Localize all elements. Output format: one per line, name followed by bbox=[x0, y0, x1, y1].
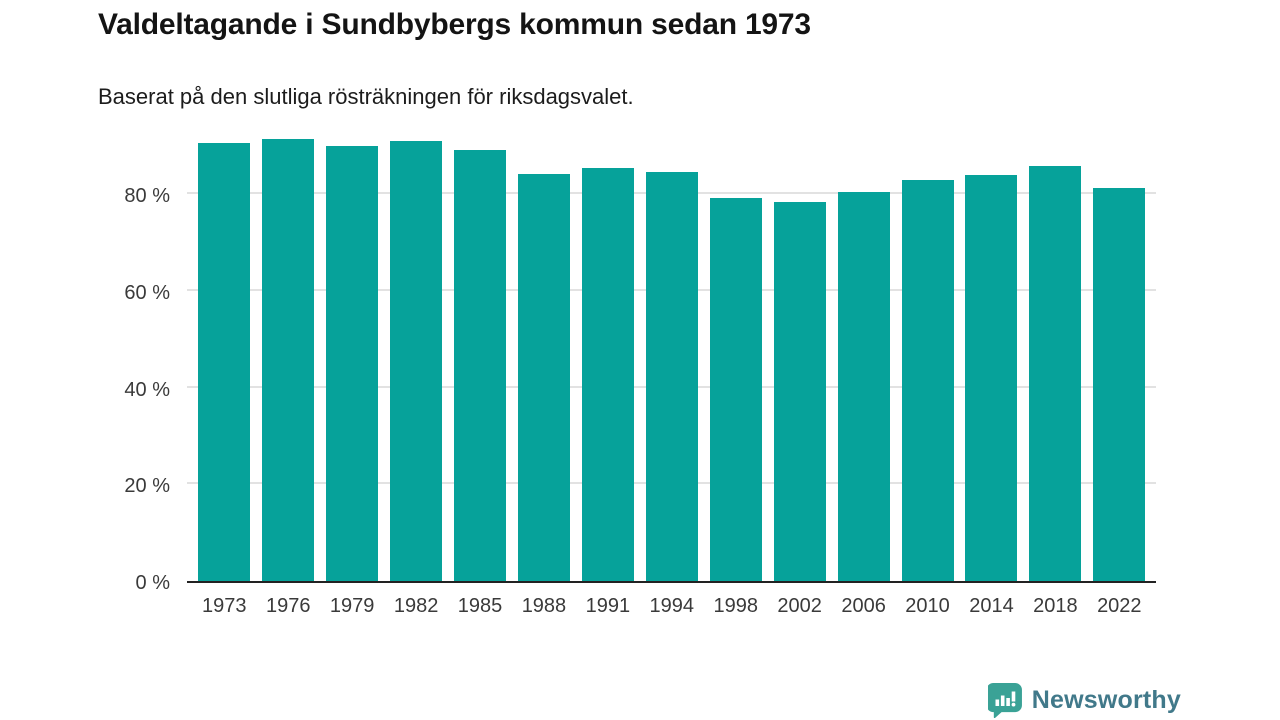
y-tick-label-60: 60 % bbox=[124, 282, 170, 305]
bar-1988 bbox=[517, 173, 570, 581]
x-tick-label-1994: 1994 bbox=[649, 595, 695, 617]
bar-2010 bbox=[901, 180, 954, 581]
bar-2022 bbox=[1093, 188, 1146, 581]
x-tick-label-2022: 2022 bbox=[1097, 595, 1142, 617]
x-tick-label-2010: 2010 bbox=[905, 595, 950, 617]
bar-1982 bbox=[390, 141, 443, 581]
newsworthy-speech-bubble-bar-chart-icon bbox=[987, 683, 1022, 718]
x-tick-label-1973: 1973 bbox=[202, 595, 247, 617]
x-tick-label-1976: 1976 bbox=[265, 595, 311, 617]
y-tick-label-20: 20 % bbox=[124, 475, 170, 498]
x-tick-label-2002: 2002 bbox=[777, 595, 822, 617]
brand-name: Newsworthy bbox=[1031, 686, 1181, 714]
y-tick-label-40: 40 % bbox=[124, 378, 170, 401]
bar-1973 bbox=[198, 142, 251, 581]
bar-2002 bbox=[773, 201, 826, 581]
bar-1979 bbox=[326, 146, 379, 581]
x-tick-label-1985: 1985 bbox=[457, 595, 503, 617]
x-tick-label-2018: 2018 bbox=[1033, 595, 1078, 617]
x-tick-label-2014: 2014 bbox=[969, 595, 1014, 617]
x-tick-label-1979: 1979 bbox=[329, 595, 375, 617]
x-tick-label-1988: 1988 bbox=[521, 595, 567, 617]
x-tick-label-2006: 2006 bbox=[841, 595, 886, 617]
chart-subtitle: Baserat på den slutliga rösträkningen fö… bbox=[98, 84, 634, 109]
newsworthy-branding: Newsworthy bbox=[987, 683, 1181, 718]
bar-1976 bbox=[262, 138, 315, 581]
bar-1998 bbox=[709, 198, 762, 581]
bar-2018 bbox=[1029, 166, 1082, 581]
y-tick-label-0: 0 % bbox=[135, 572, 170, 594]
x-tick-label-1998: 1998 bbox=[713, 595, 758, 617]
bar-2006 bbox=[837, 191, 890, 581]
bar-1994 bbox=[645, 172, 698, 581]
y-tick-label-80: 80 % bbox=[124, 185, 170, 208]
bar-1985 bbox=[454, 149, 507, 581]
x-tick-label-1982: 1982 bbox=[393, 595, 439, 617]
x-tick-label-1991: 1991 bbox=[585, 595, 631, 617]
bar-chart-plot-area bbox=[187, 133, 1156, 583]
bar-1991 bbox=[581, 168, 634, 581]
chart-title: Valdeltagande i Sundbybergs kommun sedan… bbox=[98, 8, 811, 41]
bar-2014 bbox=[965, 174, 1018, 581]
